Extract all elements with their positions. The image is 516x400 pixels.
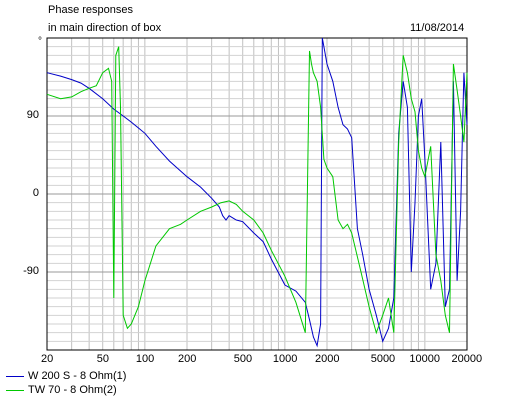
x-tick-label: 5000 bbox=[370, 353, 396, 365]
x-tick-label: 500 bbox=[233, 353, 253, 365]
plot-frame bbox=[46, 37, 468, 351]
x-tick-label: 2000 bbox=[315, 353, 340, 365]
series-line-0 bbox=[46, 37, 468, 348]
legend-label-w200s: W 200 S - 8 Ohm(1) bbox=[28, 370, 127, 382]
chart-title-line2: in main direction of box bbox=[48, 22, 162, 34]
y-tick-label: -90 bbox=[23, 265, 39, 277]
chart-date: 11/08/2014 bbox=[410, 22, 465, 34]
y-tick-label: 90 bbox=[26, 109, 39, 121]
x-tick-label: 20 bbox=[41, 353, 54, 365]
x-tick-label: 20000 bbox=[451, 353, 483, 365]
legend-swatch-w200s bbox=[6, 375, 24, 377]
legend-swatch-tw70 bbox=[6, 389, 24, 391]
series-line-1 bbox=[46, 46, 468, 335]
chart-title-line1: Phase responses bbox=[48, 4, 133, 16]
legend-item-tw70: TW 70 - 8 Ohm(2) bbox=[6, 384, 117, 396]
x-tick-label: 1000 bbox=[272, 353, 298, 365]
x-tick-label: 10000 bbox=[409, 353, 440, 365]
y-unit-label: ° bbox=[38, 36, 42, 47]
x-tick-label: 200 bbox=[178, 353, 197, 365]
legend-label-tw70: TW 70 - 8 Ohm(2) bbox=[28, 384, 117, 396]
series-layer bbox=[46, 37, 468, 348]
x-tick-label: 100 bbox=[135, 353, 155, 365]
y-tick-label: 0 bbox=[32, 187, 39, 199]
legend-item-w200s: W 200 S - 8 Ohm(1) bbox=[6, 370, 126, 382]
x-tick-label: 50 bbox=[96, 353, 109, 365]
